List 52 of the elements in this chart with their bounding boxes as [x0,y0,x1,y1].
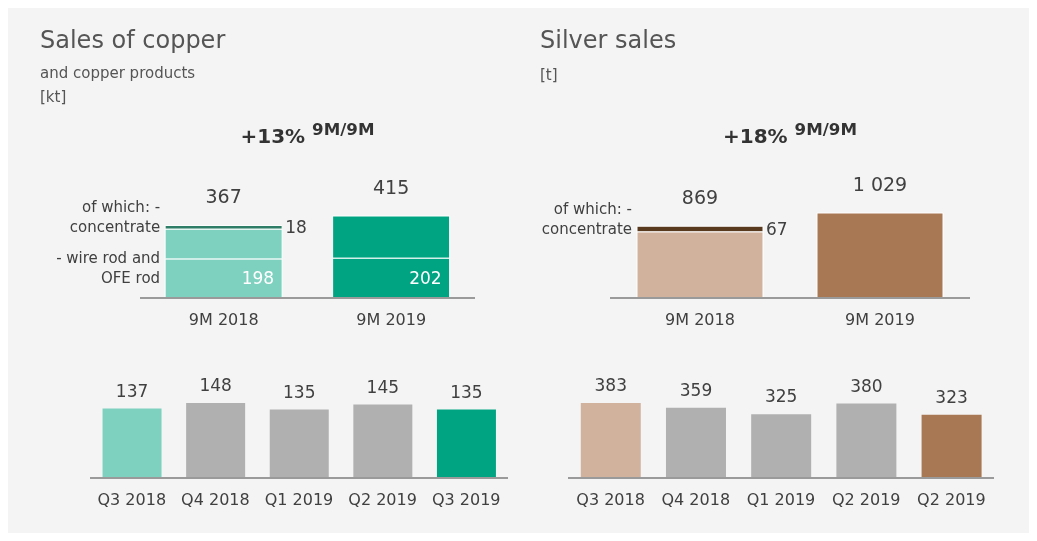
data-label: 137 [115,380,149,401]
data-label: 198 [241,268,275,289]
bar [665,407,726,478]
data-label: 383 [594,375,628,395]
data-label: 145 [366,376,400,397]
total-label: 415 [372,176,410,198]
text: +13% $^{9M/9M}$ [239,120,376,148]
x-tick-label: Q3 2019 [431,490,501,510]
data-label: 135 [450,381,483,402]
chart-title: Sales of copper [40,26,226,54]
bar [186,403,246,478]
x-tick-label: Q1 2019 [746,490,816,510]
series-label: - wire rod and OFE rod [56,249,161,288]
data-label: 67 [766,218,788,239]
data-label: 380 [850,375,883,396]
total-label: 869 [681,186,719,209]
x-tick-label: 9M 2019 [845,310,915,330]
x-tick-label: Q2 2019 [831,490,901,510]
bar [836,403,897,478]
data-label: 18 [285,217,307,238]
series-label: of which: - concentrate [69,198,161,237]
chart-subtitle: and copper products [40,64,196,82]
data-label: 135 [283,381,316,402]
x-tick-label: Q3 2018 [97,490,167,510]
data-label: 359 [679,379,713,400]
bar [436,409,496,478]
bar [580,403,641,478]
total-label: 367 [205,185,242,208]
bar [751,414,812,478]
total-label: 1 029 [852,173,908,195]
bar [102,408,162,478]
data-label: 323 [935,386,968,407]
y-axis-title: [t] [540,66,558,84]
text: +18% $^{9M/9M}$ [722,120,858,148]
y-axis-title: [kt] [40,88,67,106]
x-tick-label: 9M 2018 [665,310,735,330]
bar [921,414,982,478]
data-label: 325 [764,386,798,407]
chart-title: Silver sales [540,26,677,54]
x-tick-label: Q4 2018 [661,490,731,510]
x-tick-label: 9M 2019 [356,310,427,330]
x-tick-label: Q2 2019 [348,490,417,510]
data-label: 148 [199,375,232,395]
x-tick-label: Q4 2018 [181,490,250,510]
data-label: 202 [409,268,442,289]
series-label: of which: - concentrate [541,199,632,238]
bar [269,409,329,478]
x-tick-label: Q1 2019 [264,490,334,510]
x-tick-label: 9M 2018 [188,310,259,330]
x-tick-label: Q3 2018 [576,490,645,510]
x-tick-label: Q2 2019 [917,490,986,510]
bar [353,404,413,478]
